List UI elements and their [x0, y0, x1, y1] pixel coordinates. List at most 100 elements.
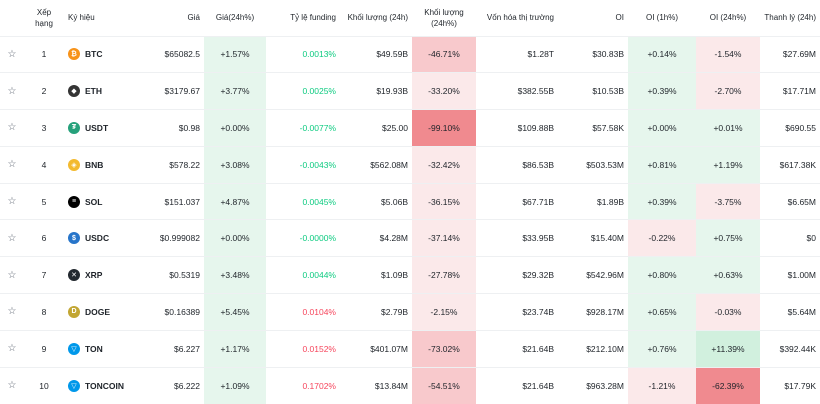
header-change[interactable]: Giá(24h%) [215, 13, 255, 23]
bnb-icon: ◈ [68, 158, 80, 171]
change-cell: +0.00% [204, 109, 266, 147]
eth-icon: ◆ [68, 85, 80, 98]
symbol-label: XRP [85, 270, 103, 281]
symbol-cell[interactable]: ₿ BTC [64, 35, 132, 73]
favorite-star-icon[interactable]: ☆ [0, 366, 24, 404]
rank-cell: 3 [24, 109, 64, 147]
oi-cell: $1.89B [558, 182, 628, 220]
oi-cell: $542.96M [558, 256, 628, 294]
favorite-star-icon[interactable]: ☆ [0, 109, 24, 147]
rank-cell: 5 [24, 182, 64, 220]
favorite-star-icon[interactable]: ☆ [0, 219, 24, 257]
volume-cell: $49.59B [340, 35, 412, 73]
ton-icon: ▽ [68, 342, 80, 355]
symbol-cell[interactable]: ▽ TONCOIN [64, 366, 132, 404]
symbol-cell[interactable]: ◈ BNB [64, 145, 132, 184]
volume-cell: $5.06B [340, 182, 412, 220]
table-row[interactable]: ☆ 6 $ USDC $0.999082 +0.00% -0.0000% $4.28M -37.… [0, 219, 820, 257]
favorite-star-icon[interactable]: ☆ [0, 329, 24, 368]
volume-cell: $2.79B [340, 293, 412, 331]
price-cell: $3179.67 [132, 72, 204, 110]
symbol-cell[interactable]: ✕ XRP [64, 256, 132, 294]
header-rank[interactable]: Xếp hạng [35, 7, 53, 28]
symbol-cell[interactable]: ₮ USDT [64, 109, 132, 147]
funding-cell: 0.1702% [266, 366, 340, 404]
price-cell: $578.22 [132, 145, 204, 184]
header-liquidation[interactable]: Thanh lý (24h) [764, 13, 816, 23]
rank-cell: 2 [24, 72, 64, 110]
header-star [0, 0, 24, 36]
funding-cell: 0.0044% [266, 256, 340, 294]
header-oi-24h[interactable]: OI (24h%) [709, 13, 747, 23]
volume-cell: $13.84M [340, 366, 412, 404]
volume-change-cell: -33.20% [412, 72, 476, 110]
usdc-icon: $ [68, 232, 80, 245]
favorite-star-icon[interactable]: ☆ [0, 293, 24, 331]
symbol-cell[interactable]: $ USDC [64, 219, 132, 257]
funding-cell: 0.0025% [266, 72, 340, 110]
table-row[interactable]: ☆ 8 D DOGE $0.16389 +5.45% 0.0104% $2.79B -2.15%… [0, 293, 820, 331]
symbol-cell[interactable]: ≡ SOL [64, 182, 132, 220]
symbol-label: DOGE [85, 306, 111, 317]
volume-cell: $562.08M [340, 145, 412, 184]
table-row[interactable]: ☆ 9 ▽ TON $6.227 +1.17% 0.0152% $401.07M -73.02%… [0, 329, 820, 368]
funding-cell: 0.0045% [266, 182, 340, 220]
oi-1h-cell: +0.81% [628, 145, 696, 184]
table-row[interactable]: ☆ 5 ≡ SOL $151.037 +4.87% 0.0045% $5.06B -36.15%… [0, 182, 820, 220]
table-row[interactable]: ☆ 4 ◈ BNB $578.22 +3.08% -0.0043% $562.08M -32.4… [0, 145, 820, 184]
oi-24h-cell: -0.03% [696, 293, 760, 331]
symbol-label: USDC [85, 233, 110, 244]
oi-24h-cell: +0.63% [696, 256, 760, 294]
symbol-cell[interactable]: ▽ TON [64, 329, 132, 368]
table-row[interactable]: ☆ 1 ₿ BTC $65082.5 +1.57% 0.0013% $49.59B -46.71… [0, 35, 820, 73]
price-cell: $151.037 [132, 182, 204, 220]
favorite-star-icon[interactable]: ☆ [0, 35, 24, 73]
volume-cell: $4.28M [340, 219, 412, 257]
table-row[interactable]: ☆ 2 ◆ ETH $3179.67 +3.77% 0.0025% $19.93B -33.20… [0, 72, 820, 110]
header-volume-change[interactable]: Khối lượng (24h%) [424, 7, 464, 28]
header-volume[interactable]: Khối lượng (24h) [347, 13, 408, 23]
volume-change-cell: -27.78% [412, 256, 476, 294]
usdt-icon: ₮ [68, 121, 80, 134]
funding-cell: -0.0043% [266, 145, 340, 184]
liquidation-cell: $690.55 [760, 109, 820, 147]
oi-1h-cell: -0.22% [628, 219, 696, 257]
header-oi[interactable]: OI [615, 13, 624, 23]
btc-icon: ₿ [68, 48, 80, 61]
header-mcap[interactable]: Vốn hóa thị trường [486, 13, 554, 23]
symbol-cell[interactable]: ◆ ETH [64, 72, 132, 110]
xrp-icon: ✕ [68, 269, 80, 282]
funding-cell: -0.0077% [266, 109, 340, 147]
oi-24h-cell: -2.70% [696, 72, 760, 110]
symbol-label: ETH [85, 86, 102, 97]
header-oi-1h[interactable]: OI (1h%) [645, 13, 678, 23]
liquidation-cell: $6.65M [760, 182, 820, 220]
header-funding[interactable]: Tỷ lệ funding [290, 13, 336, 23]
rank-cell: 1 [24, 35, 64, 73]
rank-cell: 4 [24, 145, 64, 184]
favorite-star-icon[interactable]: ☆ [0, 72, 24, 110]
liquidation-cell: $17.79K [760, 366, 820, 404]
table-row[interactable]: ☆ 3 ₮ USDT $0.98 +0.00% -0.0077% $25.00 -99.10% $… [0, 109, 820, 147]
oi-cell: $963.28M [558, 366, 628, 404]
oi-1h-cell: +0.00% [628, 109, 696, 147]
oi-cell: $928.17M [558, 293, 628, 331]
favorite-star-icon[interactable]: ☆ [0, 182, 24, 220]
liquidation-cell: $17.71M [760, 72, 820, 110]
header-price[interactable]: Giá [187, 13, 200, 23]
symbol-cell[interactable]: D DOGE [64, 293, 132, 331]
favorite-star-icon[interactable]: ☆ [0, 256, 24, 294]
header-symbol[interactable]: Ký hiệu [68, 13, 95, 23]
mcap-cell: $382.55B [476, 72, 558, 110]
oi-24h-cell: -62.39% [696, 366, 760, 404]
favorite-star-icon[interactable]: ☆ [0, 145, 24, 184]
mcap-cell: $67.71B [476, 182, 558, 220]
liquidation-cell: $5.64M [760, 293, 820, 331]
liquidation-cell: $1.00M [760, 256, 820, 294]
table-row[interactable]: ☆ 7 ✕ XRP $0.5319 +3.48% 0.0044% $1.09B -27.78% $… [0, 256, 820, 294]
oi-cell: $10.53B [558, 72, 628, 110]
table-row[interactable]: ☆ 10 ▽ TONCOIN $6.222 +1.09% 0.1702% $13.84M -54… [0, 366, 820, 404]
liquidation-cell: $617.38K [760, 145, 820, 184]
sol-icon: ≡ [68, 195, 80, 208]
